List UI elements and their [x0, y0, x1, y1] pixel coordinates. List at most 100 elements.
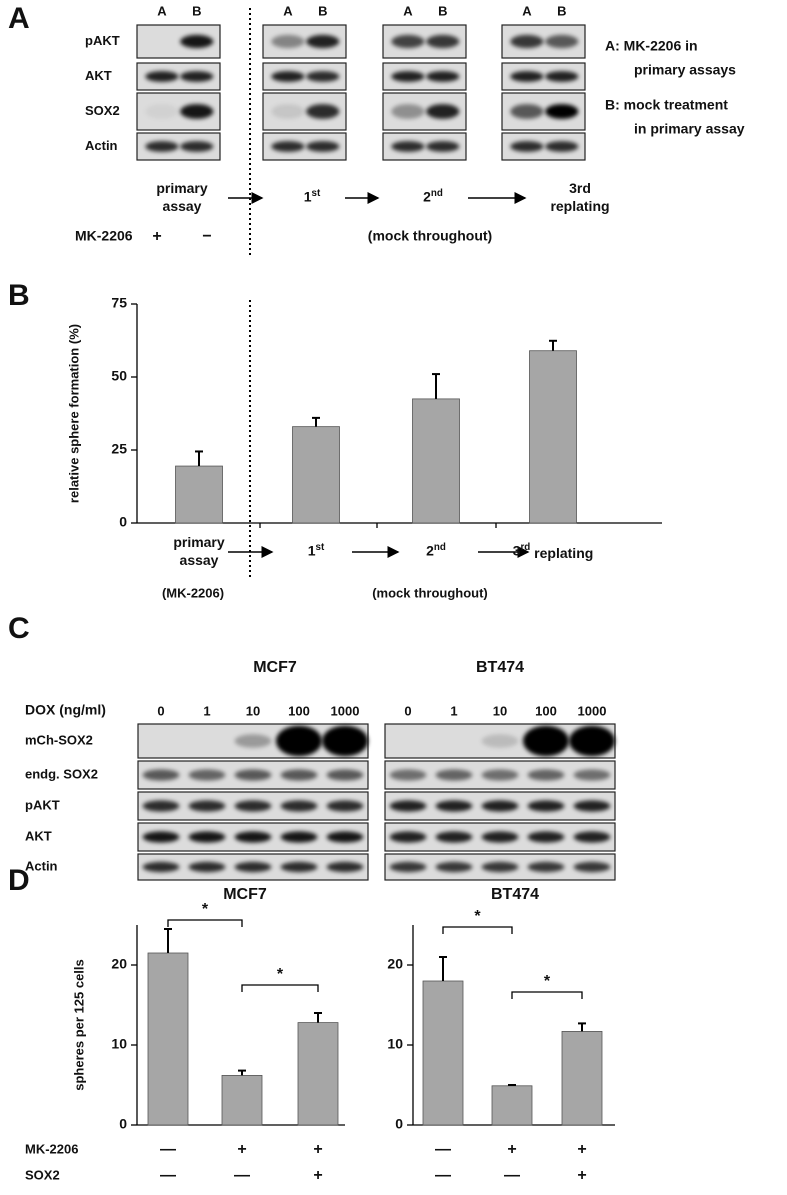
panel-label: C	[8, 612, 30, 645]
blot-band	[435, 800, 473, 812]
blot-band	[271, 34, 305, 49]
blot-band	[435, 831, 473, 843]
error-bar	[312, 416, 320, 427]
x-tick-label: 3rd replating	[513, 542, 594, 561]
blot-band	[481, 800, 519, 812]
blot-band	[573, 831, 611, 843]
error-bar	[578, 1022, 586, 1032]
blot-band	[145, 104, 179, 119]
blot-band	[326, 769, 364, 781]
bar	[412, 398, 460, 524]
lane-label: B	[557, 3, 566, 18]
bar	[147, 952, 189, 1126]
blot-band	[280, 800, 318, 812]
y-tick-label: 0	[119, 514, 127, 530]
condition-sign: —	[160, 1141, 176, 1158]
row-label: pAKT	[85, 33, 120, 48]
blot-band	[527, 861, 565, 873]
condition-sign: —	[504, 1167, 520, 1184]
bar	[221, 1075, 263, 1126]
lane-label: A	[522, 3, 532, 18]
blot-band	[145, 141, 179, 152]
condition-sign: +	[577, 1167, 586, 1184]
blot-band	[391, 71, 425, 82]
bar	[297, 1022, 339, 1126]
dose-tick-label: 100	[288, 703, 310, 718]
blot-band	[234, 861, 272, 873]
significance-bracket	[167, 919, 243, 927]
error-bar	[508, 1084, 516, 1086]
blot-band	[389, 769, 427, 781]
error-bar	[549, 339, 557, 351]
treatment-sign: +	[152, 228, 161, 245]
y-tick-label: 0	[119, 1116, 127, 1132]
step-label: 1st	[304, 188, 321, 205]
blot-band	[142, 769, 180, 781]
blot-band	[280, 831, 318, 843]
error-bar	[195, 450, 203, 467]
blot-band	[481, 861, 519, 873]
blot-band	[234, 734, 272, 748]
blot-band	[280, 769, 318, 781]
significance-star: *	[277, 966, 284, 983]
blot-band	[322, 725, 368, 757]
dose-tick-label: 1	[203, 703, 210, 718]
blot-band	[527, 769, 565, 781]
blot-band	[426, 141, 460, 152]
x-tick-label: 2nd	[426, 542, 446, 559]
blot-band	[426, 71, 460, 82]
step-label: 2nd	[423, 188, 443, 205]
blot-band	[145, 71, 179, 82]
blot-band	[142, 800, 180, 812]
row-label: AKT	[25, 828, 52, 843]
y-tick-label: 50	[111, 368, 127, 384]
lane-label: A	[403, 3, 413, 18]
blot-band	[391, 141, 425, 152]
blot-band	[435, 769, 473, 781]
blot-band	[326, 800, 364, 812]
panel-label: D	[8, 864, 30, 897]
row-label: pAKT	[25, 797, 60, 812]
blot-band	[326, 831, 364, 843]
error-bar	[432, 373, 440, 399]
significance-bracket	[442, 926, 513, 934]
blot-band	[142, 861, 180, 873]
blot-band	[234, 831, 272, 843]
blot-band	[510, 104, 544, 119]
blot-band	[573, 800, 611, 812]
significance-bracket	[241, 984, 319, 992]
dose-tick-label: 100	[535, 703, 557, 718]
blot-band	[276, 725, 322, 757]
y-axis-label: relative sphere formation (%)	[66, 324, 81, 503]
bar	[529, 350, 577, 524]
legend-text: A: MK-2206 in	[605, 38, 698, 54]
blot-band	[545, 104, 579, 119]
significance-bracket	[511, 991, 583, 999]
dose-tick-label: 0	[404, 703, 411, 718]
y-tick-label: 10	[387, 1036, 403, 1052]
y-tick-label: 75	[111, 295, 127, 311]
dose-tick-label: 1000	[578, 703, 607, 718]
bar	[561, 1031, 603, 1126]
blot-band	[545, 141, 579, 152]
lane-label: B	[192, 3, 201, 18]
condition-sign: —	[435, 1167, 451, 1184]
blot-band	[545, 71, 579, 82]
row-label: SOX2	[85, 103, 120, 118]
bar	[422, 980, 464, 1126]
blot-band	[391, 104, 425, 119]
lane-label: B	[438, 3, 447, 18]
blot-band	[426, 34, 460, 49]
bar	[292, 426, 340, 524]
row-label: Actin	[85, 138, 118, 153]
blot-band	[271, 141, 305, 152]
treatment-label: MK-2206	[75, 228, 133, 244]
blot-title: BT474	[476, 659, 524, 676]
y-axis-label: spheres per 125 cells	[71, 959, 86, 1091]
blot-band	[573, 861, 611, 873]
x-tick-label: 1st	[308, 542, 325, 559]
error-bar	[238, 1069, 246, 1076]
blot-band	[569, 725, 615, 757]
blot-band	[180, 71, 214, 82]
